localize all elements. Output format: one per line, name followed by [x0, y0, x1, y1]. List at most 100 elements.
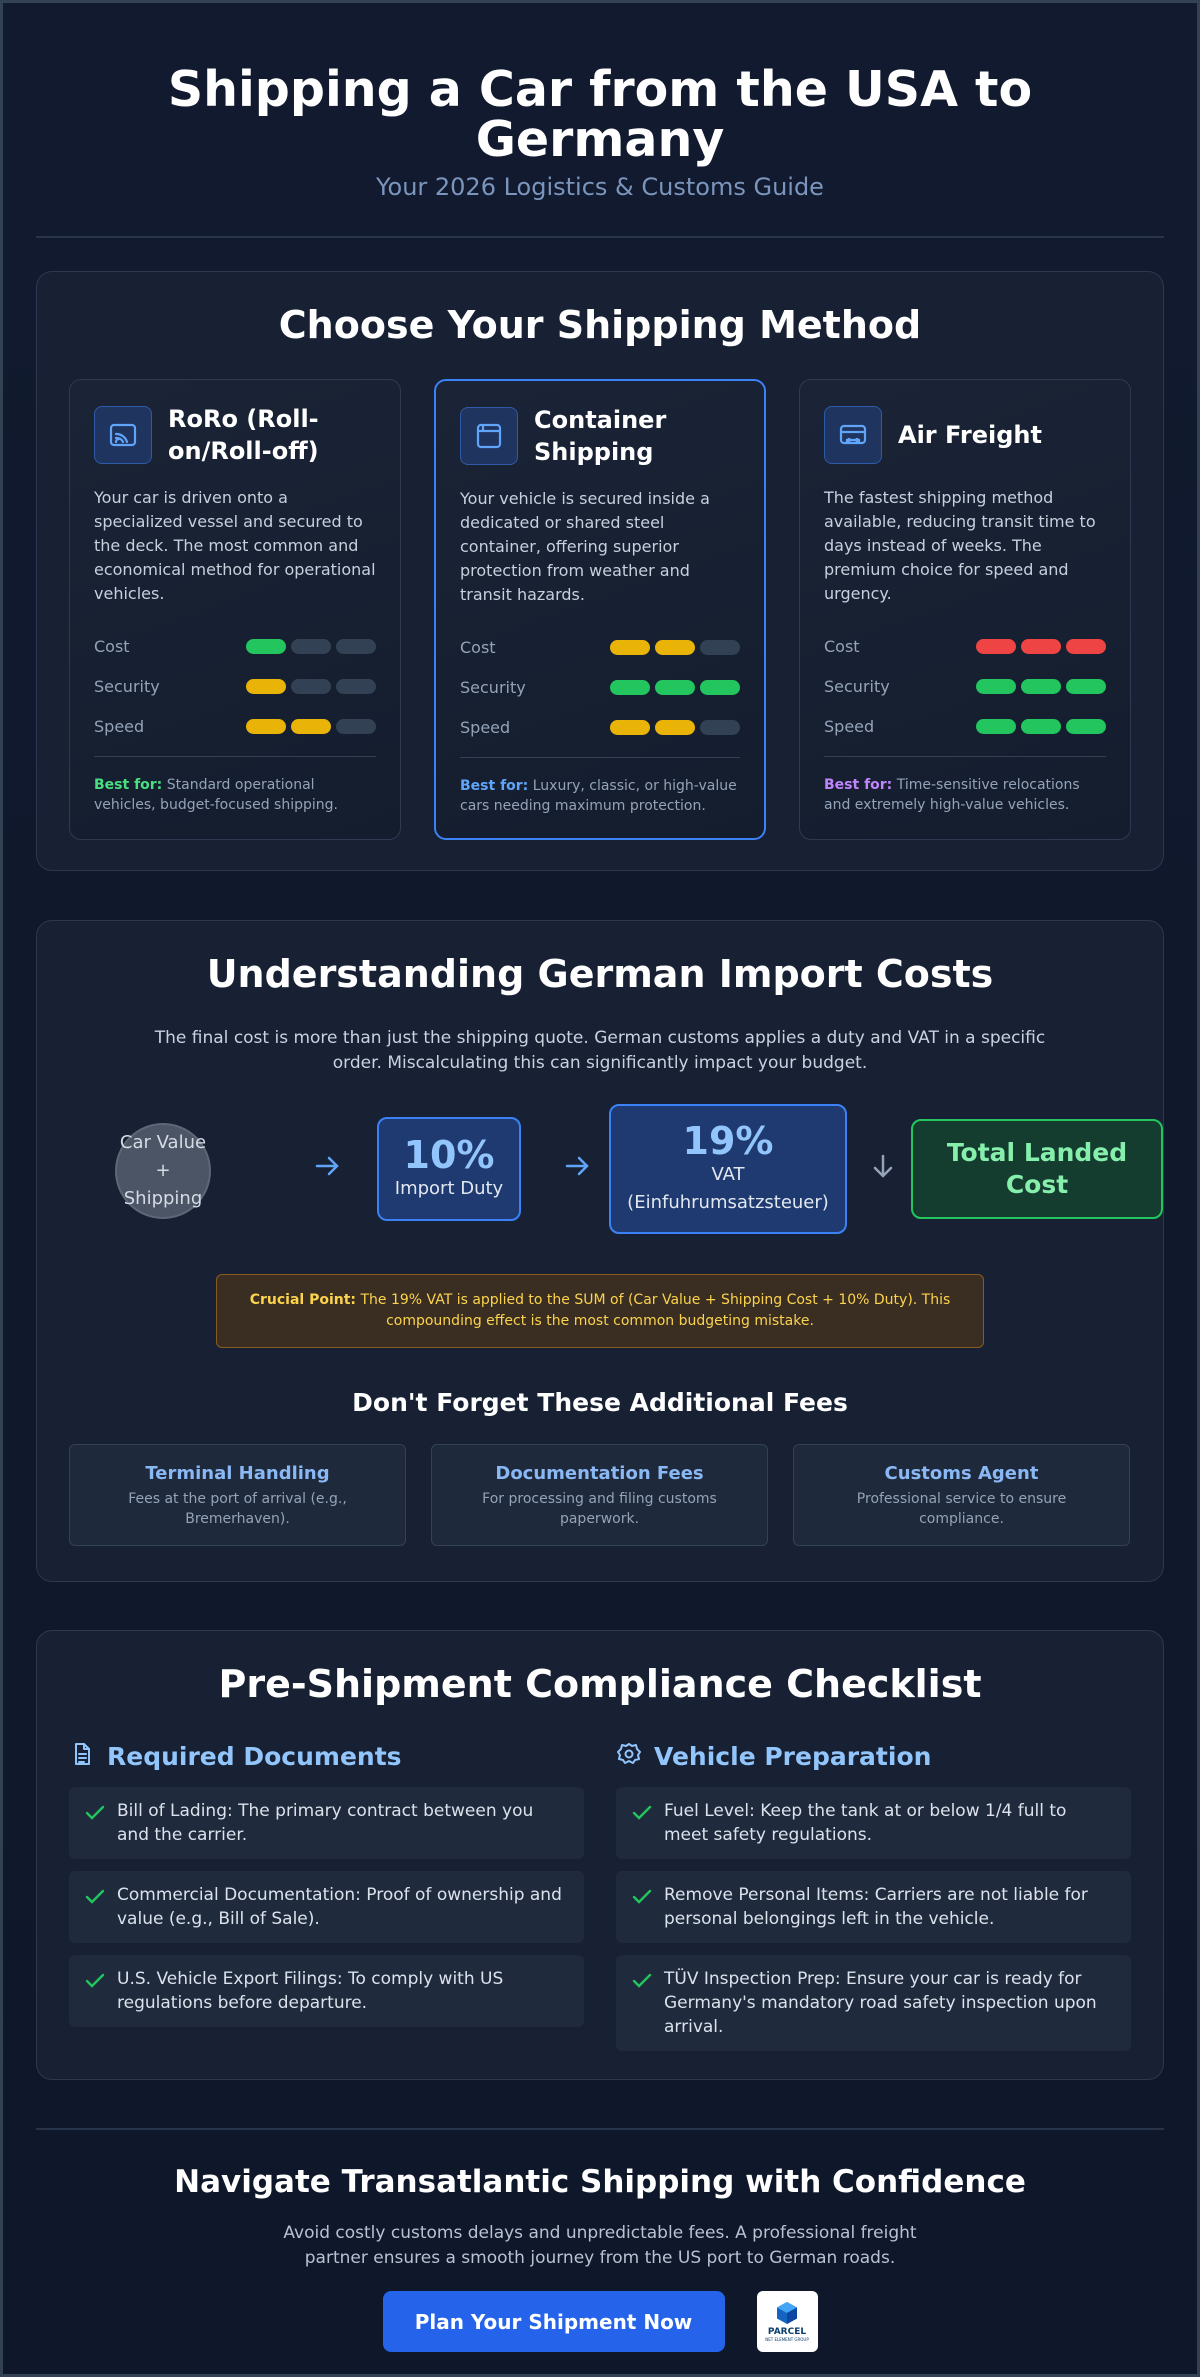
- rating-segment: [610, 719, 650, 735]
- rating-segment: [291, 678, 331, 694]
- metric-label: Security: [94, 676, 160, 696]
- metric-row-speed: Speed: [460, 707, 740, 747]
- parcel-logo[interactable]: PARCEL NET ELEMENT GROUP: [756, 2291, 818, 2352]
- arrow-right-icon: [313, 1152, 341, 1187]
- best-for-text: Time-sensitive relocations and extremely…: [824, 777, 1080, 813]
- best-for-label: Best for:: [824, 777, 893, 793]
- checklist-item: Bill of Lading: The primary contract bet…: [69, 1787, 584, 1859]
- fee-description: Professional service to ensure complianc…: [856, 1491, 1067, 1527]
- best-for-note: Best for: Luxury, classic, or high-value…: [460, 757, 740, 816]
- rating-segment: [1066, 678, 1106, 694]
- rating-segment: [336, 678, 376, 694]
- compliance-checklist-section: Pre-Shipment Compliance Checklist Requir…: [36, 1630, 1164, 2080]
- vat-label: VAT: [711, 1164, 745, 1185]
- rating-bar: [610, 679, 740, 695]
- import-costs-section: Understanding German Import Costs The fi…: [36, 920, 1164, 1582]
- section-title: Understanding German Import Costs: [206, 952, 994, 996]
- fee-card: Terminal Handling Fees at the port of ar…: [69, 1444, 406, 1546]
- footer-text: Avoid costly customs delays and unpredic…: [283, 2223, 917, 2268]
- metric-row-security: Security: [824, 666, 1106, 706]
- required-documents-column: Required Documents Bill of Lading: The p…: [69, 1741, 584, 2063]
- rating-segment: [976, 678, 1016, 694]
- checkmark-icon: [85, 1804, 105, 1828]
- logo-text: PARCEL: [767, 2327, 807, 2337]
- method-card-air-freight: Air Freight The fastest shipping method …: [799, 379, 1131, 840]
- method-description: Your vehicle is secured inside a dedicat…: [460, 489, 710, 604]
- fee-card: Documentation Fees For processing and fi…: [431, 1444, 768, 1546]
- rating-segment: [655, 639, 695, 655]
- metric-row-cost: Cost: [460, 627, 740, 667]
- car-value-shipping-node: Car Value + Shipping: [115, 1123, 211, 1219]
- fees-title: Don't Forget These Additional Fees: [352, 1388, 848, 1417]
- fee-card: Customs Agent Professional service to en…: [793, 1444, 1130, 1546]
- checkmark-icon: [85, 1888, 105, 1912]
- page-header: Shipping a Car from the USA to Germany Y…: [36, 3, 1164, 238]
- rating-segment: [246, 678, 286, 694]
- method-card-container: Container Shipping Your vehicle is secur…: [434, 379, 766, 840]
- crucial-point-callout: Crucial Point: The 19% VAT is applied to…: [216, 1274, 984, 1348]
- metric-row-cost: Cost: [94, 626, 376, 666]
- checklist-item: TÜV Inspection Prep: Ensure your car is …: [616, 1955, 1131, 2051]
- checkmark-icon: [632, 1972, 652, 1996]
- method-name: Container Shipping: [534, 406, 667, 466]
- duty-rate: 10%: [403, 1133, 495, 1177]
- rating-segment: [700, 679, 740, 695]
- rating-segment: [1021, 718, 1061, 734]
- rating-bar: [610, 719, 740, 735]
- vehicle-preparation-column: Vehicle Preparation Fuel Level: Keep the…: [616, 1741, 1131, 2063]
- fee-name: Documentation Fees: [495, 1463, 704, 1484]
- rating-segment: [291, 718, 331, 734]
- rating-segment: [246, 718, 286, 734]
- document-icon: [69, 1741, 95, 1771]
- rating-bar: [976, 718, 1106, 734]
- rating-segment: [610, 639, 650, 655]
- method-description: Your car is driven onto a specialized ve…: [94, 488, 376, 603]
- checklist-item: Fuel Level: Keep the tank at or below 1/…: [616, 1787, 1131, 1859]
- metric-list: Cost Security Speed: [824, 626, 1106, 746]
- arrow-down-icon: [869, 1152, 897, 1187]
- rating-bar: [976, 638, 1106, 654]
- metric-label: Cost: [460, 637, 496, 657]
- metric-label: Security: [824, 676, 890, 696]
- container-icon: [460, 407, 518, 465]
- rating-segment: [336, 638, 376, 654]
- section-title: Choose Your Shipping Method: [278, 303, 922, 347]
- best-for-label: Best for:: [460, 778, 529, 794]
- checklist-item: Commercial Documentation: Proof of owner…: [69, 1871, 584, 1943]
- checkmark-icon: [632, 1804, 652, 1828]
- best-for-note: Best for: Standard operational vehicles,…: [94, 756, 376, 815]
- checkmark-icon: [632, 1888, 652, 1912]
- vat-box: 19% VAT (Einfuhrumsatzsteuer): [609, 1104, 847, 1234]
- method-name: RoRo (Roll-on/Roll-off): [168, 405, 319, 465]
- fee-description: For processing and filing customs paperw…: [482, 1491, 717, 1527]
- truck-icon: [824, 406, 882, 464]
- rating-bar: [976, 678, 1106, 694]
- rating-segment: [1021, 638, 1061, 654]
- rating-bar: [246, 638, 376, 654]
- ship-icon: [94, 406, 152, 464]
- footer-title: Navigate Transatlantic Shipping with Con…: [174, 2164, 1026, 2200]
- duty-label: Import Duty: [394, 1178, 504, 1199]
- vat-german-name: (Einfuhrumsatzsteuer): [627, 1192, 829, 1213]
- import-duty-box: 10% Import Duty: [377, 1117, 521, 1221]
- fee-name: Customs Agent: [884, 1463, 1039, 1484]
- fee-description: Fees at the port of arrival (e.g., Breme…: [128, 1491, 347, 1527]
- plan-shipment-button[interactable]: Plan Your Shipment Now: [382, 2291, 725, 2352]
- metric-row-security: Security: [460, 667, 740, 707]
- section-title: Pre-Shipment Compliance Checklist: [218, 1662, 982, 1706]
- checkmark-icon: [85, 1972, 105, 1996]
- rating-segment: [246, 638, 286, 654]
- costs-intro: The final cost is more than just the shi…: [154, 1028, 1046, 1073]
- rating-segment: [1021, 678, 1061, 694]
- crucial-text: The 19% VAT is applied to the SUM of (Ca…: [360, 1292, 951, 1329]
- metric-label: Speed: [824, 716, 875, 736]
- logo-cube-icon: [777, 2302, 797, 2324]
- rating-segment: [976, 638, 1016, 654]
- gear-icon: [616, 1741, 642, 1771]
- column-title: Required Documents: [107, 1741, 402, 1771]
- metric-label: Cost: [94, 636, 130, 656]
- rating-segment: [655, 679, 695, 695]
- rating-segment: [700, 719, 740, 735]
- cost-flow-diagram: Car Value + Shipping 10% Import Duty 19%…: [69, 1104, 1163, 1274]
